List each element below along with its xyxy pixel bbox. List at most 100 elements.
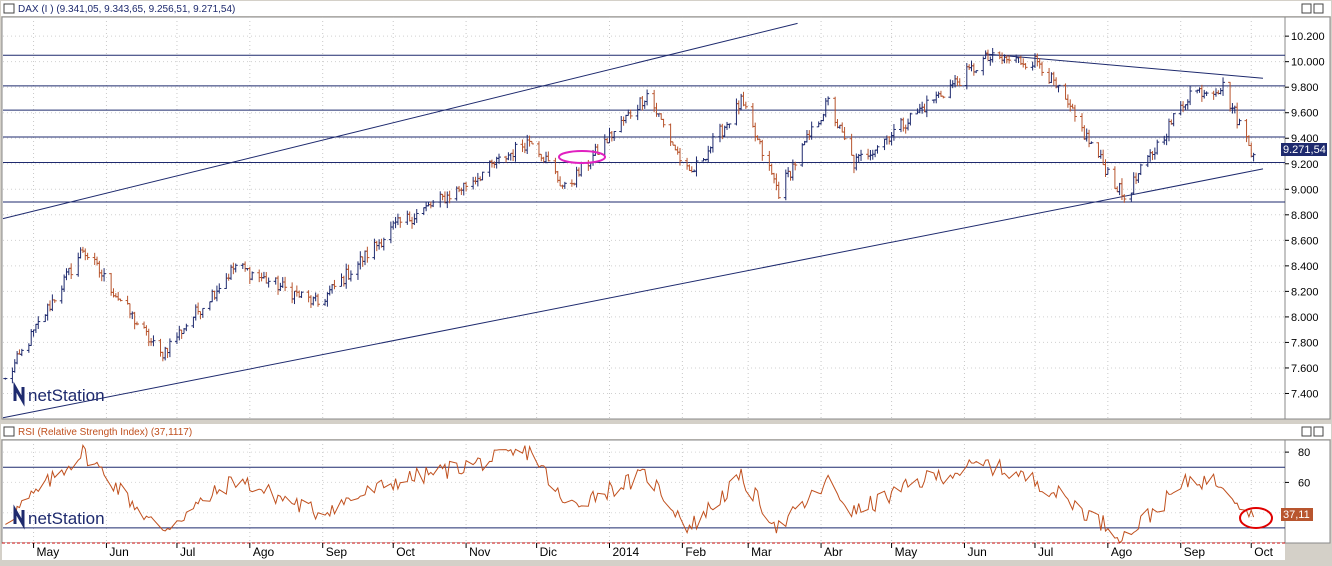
price-y-tick-label: 8.400 [1291, 261, 1319, 273]
ohlc-bar [908, 112, 913, 126]
price-ohlc-bars [3, 47, 1256, 384]
price-plot-area [1, 16, 1286, 420]
ohlc-bar [891, 124, 896, 141]
ohlc-bar [727, 123, 732, 129]
ohlc-bar [200, 307, 205, 318]
ohlc-bar [217, 283, 222, 294]
ohlc-bar [678, 147, 683, 166]
price-title-bar [1, 1, 1331, 16]
ohlc-bar [842, 126, 847, 141]
ohlc-bar [1237, 118, 1242, 126]
ohlc-bar [1105, 166, 1110, 175]
rsi-line [5, 443, 1255, 544]
rsi-minimize-icon[interactable] [1301, 426, 1312, 437]
ohlc-bar [3, 377, 8, 380]
netstation-logo-price: netStation [13, 381, 105, 407]
ohlc-bar [414, 209, 419, 224]
ohlc-bar [957, 78, 962, 86]
price-last-label-box [1281, 143, 1327, 156]
price-close-icon[interactable] [1313, 3, 1324, 14]
rsi-panel-title: RSI (Relative Strength Index) (37,1117) [18, 427, 192, 438]
ohlc-bar [1056, 84, 1061, 93]
ohlc-bar [710, 133, 715, 153]
ohlc-bar [1138, 163, 1143, 176]
red-ellipse-annotation [1239, 507, 1273, 529]
ohlc-bar [316, 293, 320, 307]
x-ticks: May Jun Jul Ago Sep Oct Nov Dic 2014 Feb Mar Abr May… [33, 543, 1274, 559]
ohlc-bar [562, 181, 567, 189]
price-y-tick-label: 8.000 [1291, 312, 1319, 324]
rsi-grid [3, 440, 1285, 543]
ohlc-bar [332, 279, 337, 290]
ohlc-bar [266, 277, 271, 288]
x-tick-label: May [895, 545, 918, 559]
price-y-tick-label: 8.200 [1291, 286, 1319, 298]
ohlc-bar [464, 182, 469, 192]
x-tick-label: May [37, 545, 60, 559]
x-tick-label: Jul [180, 545, 195, 559]
rsi-y-tick-label: 60 [1298, 477, 1310, 489]
x-tick-label: Jun [967, 545, 986, 559]
price-y-tick-label: 9.400 [1291, 133, 1319, 145]
ohlc-bar [151, 335, 156, 347]
rsi-close-icon[interactable] [1313, 426, 1324, 437]
price-y-tick-label: 10.000 [1291, 57, 1325, 69]
price-y-tick-label: 9.600 [1291, 108, 1319, 120]
ohlc-bar [1204, 91, 1209, 96]
x-tick-label: Ago [253, 545, 275, 559]
window-icon [3, 3, 15, 14]
ohlc-bar [85, 252, 90, 260]
ohlc-bar [447, 190, 452, 204]
rsi-reference-levels [3, 466, 1285, 529]
price-panel-title: DAX (I ) (9.341,05, 9.343,65, 9.256,51, … [18, 4, 235, 15]
ohlc-bar [546, 151, 551, 162]
ohlc-bar [743, 101, 748, 109]
price-y-tick-label: 9.800 [1291, 82, 1319, 94]
ohlc-bar [283, 276, 288, 292]
ohlc-bar [826, 96, 831, 106]
ohlc-bar [118, 298, 123, 302]
ohlc-bar [1188, 86, 1193, 106]
ohlc-bar [859, 149, 864, 161]
price-y-ticks: 7.400 7.600 7.800 8.000 8.200 8.400 8.600 8.800… [1285, 31, 1325, 400]
ohlc-bar [809, 121, 814, 140]
ohlc-bar [250, 271, 255, 281]
x-tick-label: Abr [824, 545, 843, 559]
ohlc-bar [941, 95, 946, 99]
ohlc-bar [1023, 63, 1028, 70]
ohlc-bar [875, 145, 880, 154]
ohlc-bar [1251, 152, 1256, 162]
ohlc-bar [645, 89, 650, 106]
ohlc-bar [990, 47, 995, 63]
ohlc-bar [1122, 194, 1127, 203]
ohlc-bar [431, 200, 436, 208]
x-tick-label: Sep [1184, 545, 1206, 559]
ohlc-bar [167, 338, 172, 358]
ohlc-bar [793, 161, 798, 171]
price-y-tick-label: 9.000 [1291, 184, 1319, 196]
price-y-tick-label: 7.800 [1291, 337, 1319, 349]
price-y-tick-label: 8.800 [1291, 210, 1319, 222]
ohlc-bar [299, 291, 304, 298]
ohlc-bar [233, 263, 238, 273]
ohlc-bar [365, 246, 370, 263]
ohlc-bar [529, 140, 534, 145]
price-minimize-icon[interactable] [1301, 3, 1312, 14]
price-horizontal-levels [3, 54, 1285, 203]
rsi-last-label: 37,11 [1283, 509, 1310, 521]
ohlc-bar [628, 109, 633, 119]
netstation-logo-text: netStation [28, 386, 105, 405]
rsi-y-tick-label: 80 [1298, 447, 1310, 459]
ohlc-bar [102, 268, 107, 282]
netstation-logo-text-rsi: netStation [28, 509, 105, 528]
ohlc-bar [776, 181, 781, 199]
ohlc-bar [694, 156, 699, 177]
ohlc-bar [1089, 141, 1094, 144]
ohlc-bar [1221, 77, 1226, 96]
price-y-tick-label: 7.400 [1291, 388, 1319, 400]
x-tick-label: Nov [469, 545, 490, 559]
price-y-tick-label: 10.200 [1291, 31, 1325, 43]
x-tick-label: Feb [685, 545, 706, 559]
ohlc-bar [1155, 139, 1160, 155]
